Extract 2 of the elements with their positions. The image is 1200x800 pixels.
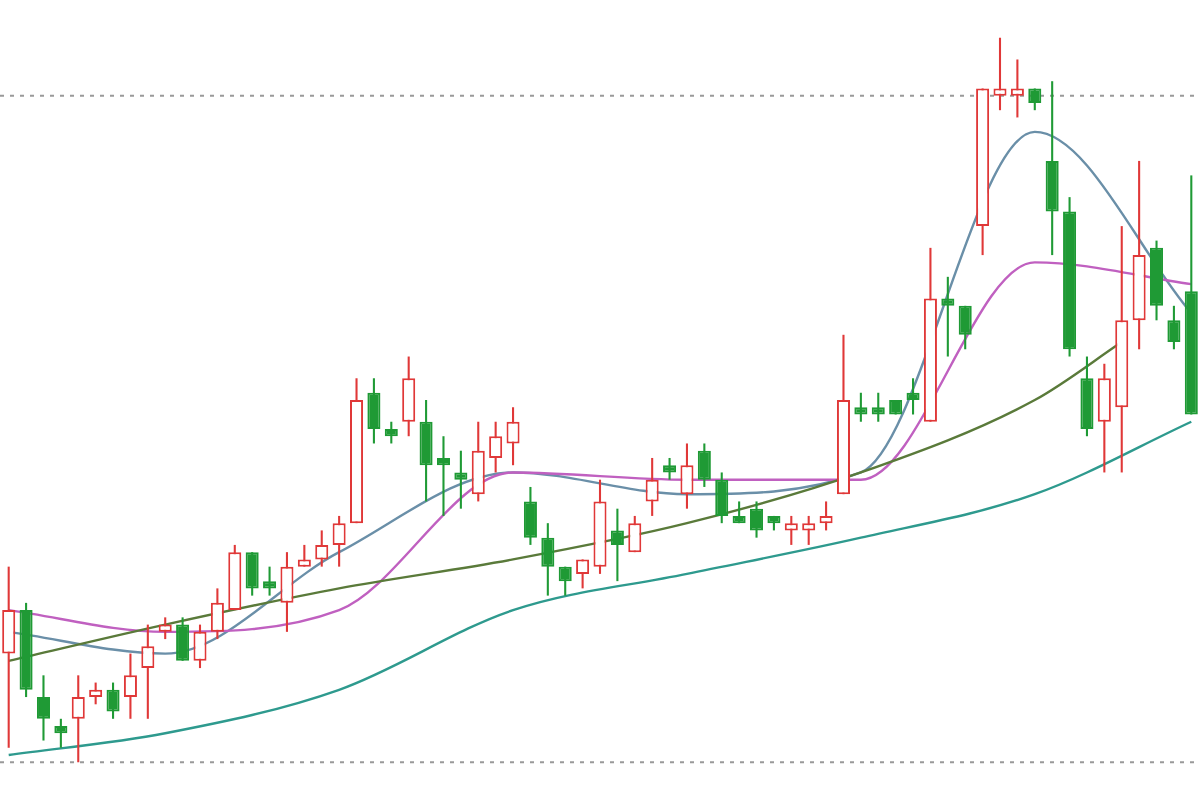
candlestick [36,675,50,741]
candlestick [436,436,450,516]
